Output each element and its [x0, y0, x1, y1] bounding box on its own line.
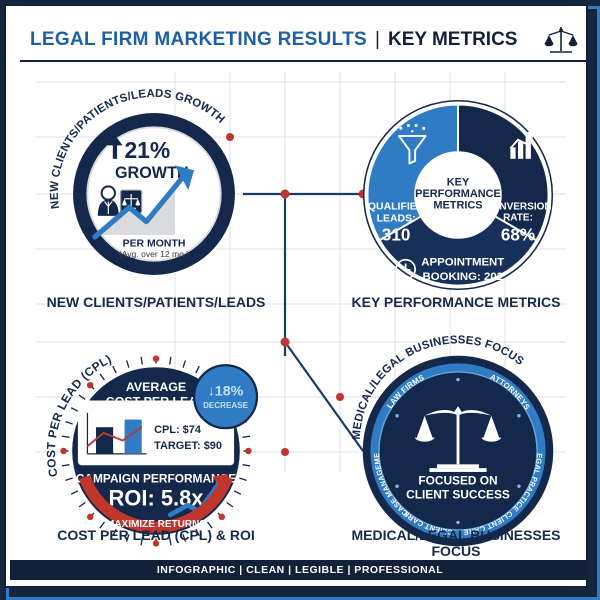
svg-text:CPL: $74: CPL: $74: [154, 424, 202, 436]
svg-text:DECREASE: DECREASE: [203, 401, 248, 410]
svg-text:PER MONTH: PER MONTH: [123, 238, 186, 249]
svg-text:(Avg. over 12 mo.): (Avg. over 12 mo.): [119, 249, 189, 259]
svg-text:METRICS: METRICS: [433, 199, 482, 211]
svg-text:↓18%: ↓18%: [208, 384, 244, 400]
svg-text:RATE:: RATE:: [503, 213, 533, 224]
svg-text:68%: 68%: [501, 225, 535, 245]
svg-text:CLIENT SUCCESS: CLIENT SUCCESS: [406, 488, 510, 502]
svg-text:TARGET: $90: TARGET: $90: [154, 440, 222, 452]
svg-text:QUALIFIED: QUALIFIED: [368, 201, 425, 212]
svg-text:FOCUSED ON: FOCUSED ON: [418, 473, 497, 487]
svg-text:APPOINTMENT: APPOINTMENT: [421, 256, 504, 268]
svg-text:LEADS:: LEADS:: [377, 214, 416, 225]
svg-text:21%: 21%: [124, 137, 170, 163]
svg-text:COST PER LEAD: COST PER LEAD: [106, 394, 206, 408]
svg-text:CONVERSION: CONVERSION: [484, 201, 551, 212]
svg-text:CAMPAIGN PERFORMANCE: CAMPAIGN PERFORMANCE: [76, 471, 236, 485]
svg-text:AVERAGE: AVERAGE: [126, 380, 186, 394]
svg-text:PERFORMANCE: PERFORMANCE: [415, 188, 501, 200]
svg-text:BOOKING: 202: BOOKING: 202: [423, 271, 504, 283]
svg-text:310: 310: [382, 225, 411, 245]
svg-text:KEY: KEY: [447, 176, 470, 188]
